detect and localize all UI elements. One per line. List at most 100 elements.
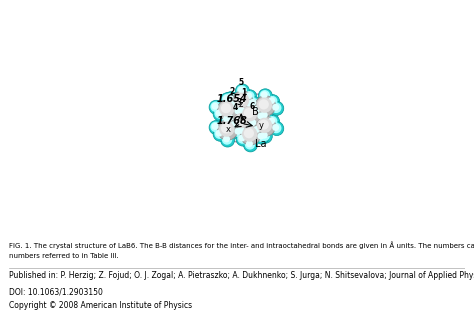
Text: La: La (255, 139, 266, 149)
Text: Published in: P. Herzig; Z. Fojud; O. J. Zogal; A. Pietraszko; A. Dukhnenko; S. : Published in: P. Herzig; Z. Fojud; O. J.… (9, 271, 474, 280)
Circle shape (230, 121, 237, 128)
Circle shape (255, 130, 269, 144)
Circle shape (237, 105, 247, 116)
Circle shape (270, 101, 284, 115)
Circle shape (232, 111, 253, 132)
Text: 5: 5 (238, 78, 244, 87)
Circle shape (260, 131, 270, 141)
Circle shape (211, 123, 219, 130)
Circle shape (236, 84, 249, 98)
Circle shape (266, 95, 280, 109)
Circle shape (260, 110, 270, 121)
Circle shape (267, 116, 277, 127)
Circle shape (266, 115, 280, 129)
Circle shape (255, 116, 275, 137)
Circle shape (237, 85, 247, 96)
Circle shape (244, 128, 254, 138)
Circle shape (232, 105, 246, 119)
Text: 6: 6 (250, 102, 255, 111)
Circle shape (249, 99, 256, 106)
Circle shape (235, 108, 241, 114)
Circle shape (245, 119, 255, 129)
Circle shape (245, 92, 252, 99)
Circle shape (243, 90, 257, 104)
Circle shape (227, 114, 233, 121)
Circle shape (267, 96, 277, 106)
Circle shape (257, 112, 264, 119)
Circle shape (236, 132, 250, 146)
Circle shape (246, 100, 253, 107)
Circle shape (225, 93, 236, 103)
Text: y: y (259, 121, 264, 130)
Circle shape (255, 96, 275, 116)
Circle shape (236, 95, 246, 105)
Circle shape (232, 91, 253, 111)
Circle shape (238, 107, 245, 114)
Text: numbers referred to in Table III.: numbers referred to in Table III. (9, 253, 119, 259)
Circle shape (216, 130, 223, 137)
Text: B: B (253, 107, 259, 117)
Circle shape (236, 112, 250, 126)
Circle shape (270, 122, 284, 136)
Circle shape (219, 101, 235, 117)
Text: Copyright © 2008 American Institute of Physics: Copyright © 2008 American Institute of P… (9, 301, 192, 310)
Circle shape (240, 104, 261, 125)
Text: DOI: 10.1063/1.2903150: DOI: 10.1063/1.2903150 (9, 287, 103, 296)
Circle shape (233, 106, 244, 117)
Circle shape (251, 123, 265, 137)
Circle shape (252, 125, 263, 135)
Circle shape (238, 127, 245, 134)
Circle shape (219, 122, 235, 137)
Circle shape (237, 133, 248, 144)
Circle shape (244, 111, 255, 122)
Circle shape (261, 132, 268, 139)
Circle shape (259, 119, 269, 130)
Circle shape (272, 124, 279, 131)
Circle shape (233, 127, 244, 137)
Circle shape (253, 126, 260, 133)
Circle shape (245, 112, 252, 119)
Circle shape (221, 123, 231, 133)
Circle shape (271, 103, 282, 113)
Circle shape (234, 93, 249, 108)
Circle shape (244, 108, 254, 118)
Circle shape (258, 129, 272, 143)
Text: z: z (238, 100, 243, 109)
Circle shape (272, 104, 279, 111)
Circle shape (258, 109, 272, 123)
Circle shape (240, 124, 261, 145)
Text: 1: 1 (241, 88, 246, 97)
Circle shape (248, 98, 259, 108)
Circle shape (220, 133, 235, 147)
Circle shape (214, 108, 225, 119)
Circle shape (223, 136, 230, 142)
Circle shape (257, 118, 272, 133)
Circle shape (245, 139, 255, 150)
Circle shape (230, 101, 237, 108)
Circle shape (256, 111, 267, 122)
Text: 1.654: 1.654 (217, 94, 247, 104)
Circle shape (237, 126, 247, 136)
Circle shape (213, 127, 227, 141)
Circle shape (252, 104, 263, 115)
Circle shape (225, 113, 236, 123)
Circle shape (259, 99, 269, 109)
Circle shape (223, 115, 230, 122)
Circle shape (242, 106, 257, 122)
Circle shape (217, 120, 238, 140)
Circle shape (209, 120, 223, 134)
Circle shape (256, 132, 267, 142)
Circle shape (210, 122, 221, 132)
Circle shape (209, 100, 223, 114)
Text: FIG. 1. The crystal structure of LaB6. The B-B distances for the inter- and intr: FIG. 1. The crystal structure of LaB6. T… (9, 241, 474, 249)
Circle shape (234, 113, 249, 128)
Circle shape (249, 119, 256, 126)
Circle shape (210, 101, 221, 112)
Circle shape (244, 97, 257, 111)
Circle shape (236, 115, 246, 125)
Circle shape (220, 93, 235, 107)
Circle shape (229, 120, 240, 130)
Circle shape (235, 128, 241, 135)
Circle shape (255, 110, 269, 124)
Circle shape (246, 140, 253, 147)
